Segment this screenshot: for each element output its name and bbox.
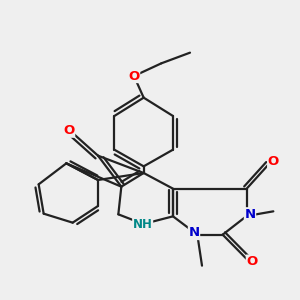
Text: O: O bbox=[63, 124, 75, 137]
Text: O: O bbox=[246, 255, 258, 268]
Text: O: O bbox=[268, 155, 279, 168]
Text: O: O bbox=[128, 70, 140, 83]
Text: N: N bbox=[244, 208, 256, 221]
Text: NH: NH bbox=[133, 218, 153, 230]
Text: N: N bbox=[188, 226, 200, 239]
